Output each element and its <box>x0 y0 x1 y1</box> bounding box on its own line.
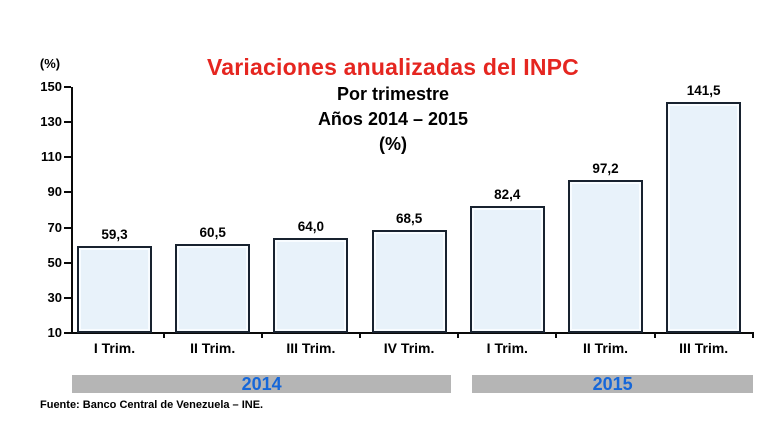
x-axis-tick <box>752 333 754 338</box>
bar <box>469 205 545 333</box>
x-axis-label: I Trim. <box>93 340 136 356</box>
x-axis-tick <box>162 333 165 338</box>
bar <box>568 179 643 333</box>
bar <box>371 230 447 333</box>
year-band: 2014 <box>72 374 452 394</box>
bar-value-label: 59,3 <box>101 227 128 243</box>
bar <box>666 101 742 333</box>
x-axis-tick <box>359 333 361 338</box>
x-axis-tick <box>653 333 656 338</box>
bar-value-label: 60,5 <box>199 225 226 241</box>
y-axis-tick-label: 150 <box>40 79 62 94</box>
y-axis-tick-label: 10 <box>47 325 62 340</box>
x-axis-label: III Trim. <box>679 340 729 356</box>
y-axis-tick-label: 130 <box>40 114 62 130</box>
chart-subtitle-percent: (%) <box>379 134 407 154</box>
chart-title: Variaciones anualizadas del INPC <box>207 54 579 80</box>
y-axis-tick <box>64 156 71 159</box>
bar <box>273 238 349 333</box>
y-axis-tick-label: 110 <box>41 149 62 165</box>
x-axis-label: II Trim. <box>582 340 629 356</box>
bar-value-label: 82,4 <box>494 186 521 202</box>
bar-value-label: 141,5 <box>686 82 721 98</box>
x-axis-label: II Trim. <box>190 340 236 356</box>
bar-value-label: 68,5 <box>395 211 423 227</box>
year-band-label: 2014 <box>241 374 282 394</box>
y-axis-tick-label: 50 <box>47 254 62 270</box>
x-axis-line <box>71 332 754 334</box>
y-axis-tick-label: 90 <box>47 184 62 200</box>
y-axis-tick-label: 70 <box>47 219 62 235</box>
year-band-label: 2015 <box>592 374 633 394</box>
y-axis-tick <box>64 121 71 124</box>
bar-value-label: 64,0 <box>297 219 325 235</box>
x-axis-tick <box>457 333 460 338</box>
chart-subtitle-years: Años 2014 – 2015 <box>317 109 469 129</box>
y-axis-tick <box>64 226 71 229</box>
bar <box>175 244 251 333</box>
y-axis-line <box>71 87 73 334</box>
y-axis-tick <box>64 86 71 88</box>
y-axis-tick <box>64 261 71 264</box>
year-band: 2015 <box>472 375 753 393</box>
chart-subtitle-period: Por trimestre <box>336 84 450 104</box>
x-axis-label: IV Trim. <box>383 340 435 356</box>
source-note: Fuente: Banco Central de Venezuela – INE… <box>40 399 264 411</box>
y-axis-tick <box>64 191 71 194</box>
y-axis-tick <box>64 332 71 334</box>
y-axis-tick-label: 30 <box>47 289 62 305</box>
x-axis-label: III Trim. <box>286 340 336 356</box>
x-axis-tick <box>555 333 558 338</box>
y-axis-tick <box>64 296 71 299</box>
x-axis-tick <box>260 333 263 338</box>
bar <box>77 246 152 333</box>
x-axis-label: I Trim. <box>486 340 528 356</box>
y-axis-unit-label: (%) <box>39 56 61 71</box>
bar-value-label: 97,2 <box>592 160 619 176</box>
